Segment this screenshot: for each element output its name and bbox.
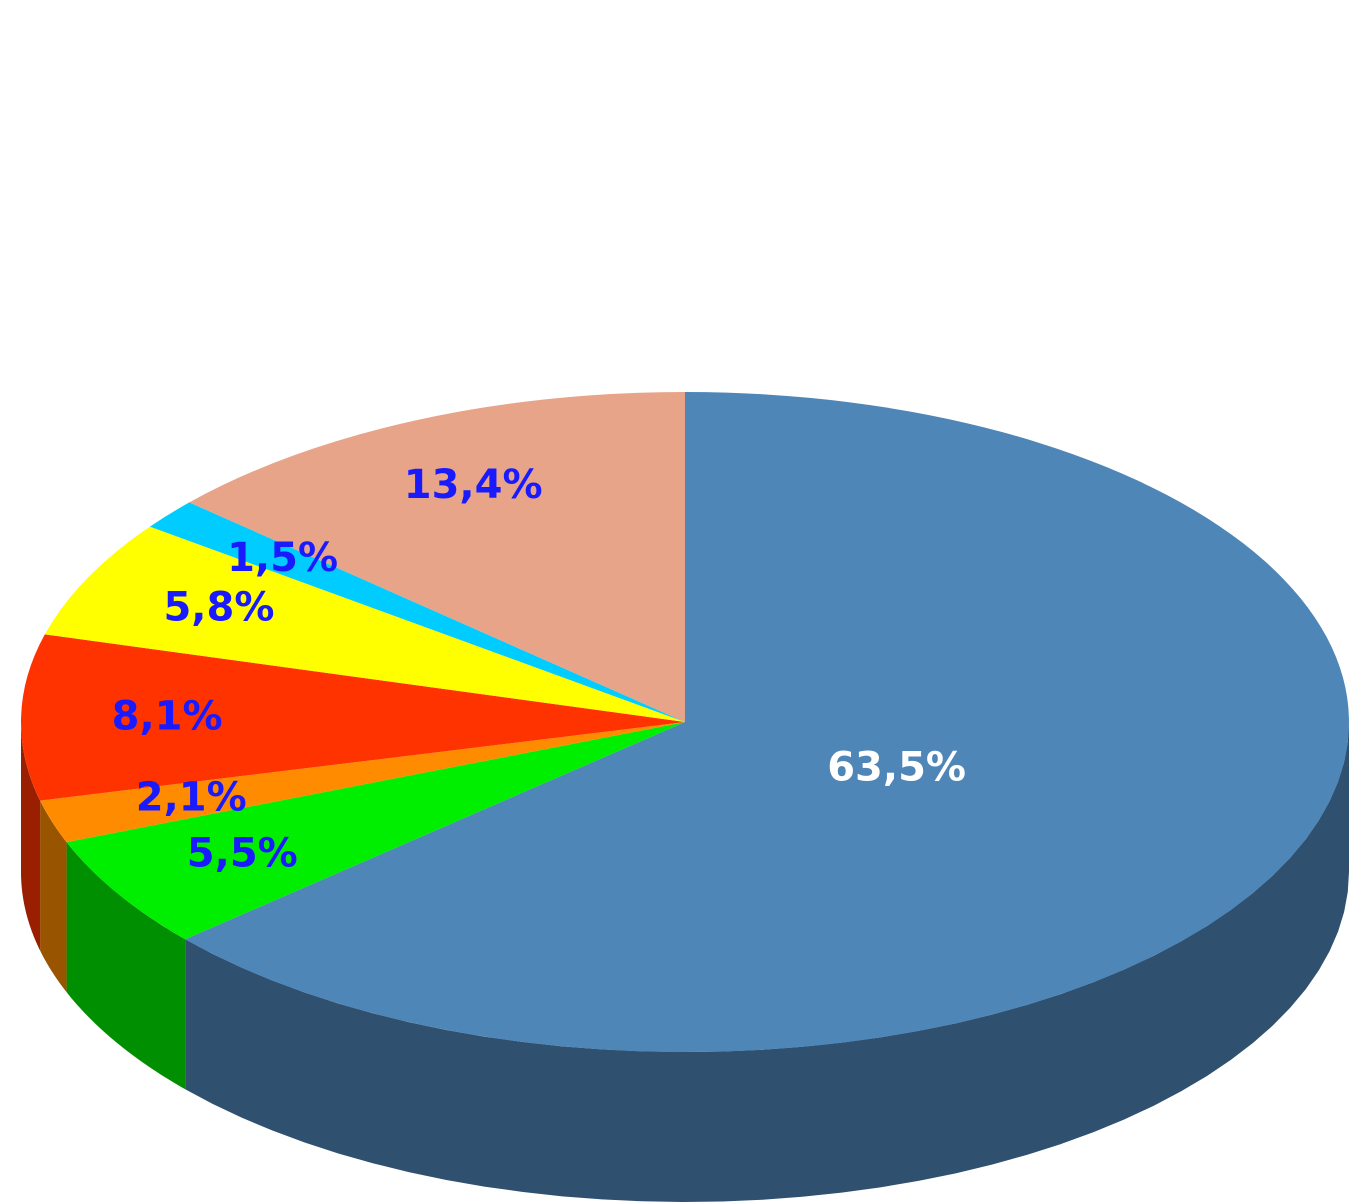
data-label: 63,5% [827,745,966,791]
chart: 63,5% 5,5% 2,1% 8,1% 5,8%1,5% 13,4% [0,0,1350,1204]
data-label: 5,8% [163,585,274,631]
data-label: 5,5% [187,831,298,877]
data-label: 1,5% [227,535,338,581]
data-label: 13,4% [404,462,543,508]
data-label: 2,1% [136,775,247,821]
data-label: 8,1% [112,693,223,739]
